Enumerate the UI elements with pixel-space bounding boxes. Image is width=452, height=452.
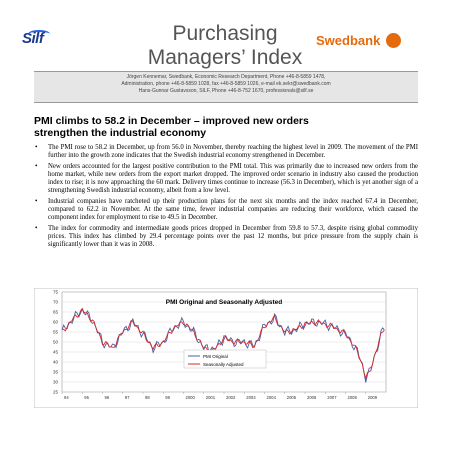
swedbank-logo-text: Swedbank: [316, 33, 381, 48]
x-tick-label: 2009: [368, 395, 378, 400]
y-tick-label: 75: [53, 290, 59, 295]
series-line-seasonally-adjusted: [61, 307, 385, 380]
y-tick-label: 35: [53, 370, 59, 375]
contact-line: Hans-Gunnar Gustavsson, SILF, Phone +46-…: [138, 88, 314, 94]
x-tick-label: 2000: [186, 395, 196, 400]
contact-line: Administration, phone +46-8-5859 1028, f…: [121, 81, 331, 87]
x-tick-label: 97: [125, 395, 130, 400]
x-tick-label: 96: [105, 395, 110, 400]
swedbank-logo: Swedbank: [316, 33, 402, 51]
bullet-icon: •: [35, 224, 38, 233]
x-tick-label: 94: [64, 395, 69, 400]
x-tick-label: 2004: [267, 395, 277, 400]
silf-swoosh-icon: [28, 30, 50, 38]
y-tick-label: 55: [53, 330, 59, 335]
y-tick-label: 60: [53, 320, 59, 325]
silf-logo-text: Silf: [22, 30, 44, 47]
chart-title: PMI Original and Seasonally Adjusted: [166, 299, 282, 306]
contact-line: Jörgen Kennemar, Swedbank, Economic Rese…: [126, 74, 326, 80]
page-title-line-1: Purchasing: [172, 22, 278, 45]
bullet-text: New orders accounted for the largest pos…: [48, 163, 418, 194]
page-title-line-2: Managers’ Index: [147, 46, 303, 69]
x-tick-label: 2002: [226, 395, 236, 400]
legend-label: PMI Original: [203, 354, 228, 359]
x-tick-label: 95: [84, 395, 89, 400]
pmi-chart-svg: 25 30 35 40 45 50 55 60 65 70 75 94 95 96 97 98 99 2000 20…: [34, 288, 418, 408]
y-tick-label: 40: [53, 360, 59, 365]
x-tick-label: 2007: [327, 395, 337, 400]
bullet-item: • The PMI rose to 58.2 in December, up f…: [34, 143, 418, 159]
headline-line-1: PMI climbs to 58.2 in December – improve…: [34, 115, 309, 127]
x-tick-label: 2008: [348, 395, 358, 400]
x-tick-label: 2006: [307, 395, 317, 400]
bullet-icon: •: [35, 143, 38, 151]
x-tick-label: 2005: [287, 395, 297, 400]
headline: PMI climbs to 58.2 in December – improve…: [34, 115, 418, 139]
x-tick-label: 2003: [246, 395, 256, 400]
series-line-original: [61, 307, 385, 383]
x-tick-label: 2001: [206, 395, 216, 400]
silf-logo: Silf: [22, 30, 70, 52]
bullet-text: Industrial companies have ratcheted up t…: [48, 198, 418, 221]
bullet-icon: •: [35, 162, 38, 171]
y-tick-label: 65: [53, 310, 59, 315]
bullet-item: • New orders accounted for the largest p…: [34, 163, 418, 194]
y-tick-label: 50: [53, 340, 59, 345]
legend-label: Seasonally Adjusted: [203, 362, 244, 367]
y-tick-label: 25: [53, 390, 59, 395]
bullet-item: • The index for commodity and intermedia…: [34, 225, 418, 248]
y-tick-label: 70: [53, 300, 59, 305]
legend-box: [183, 349, 267, 369]
bullet-list: • The PMI rose to 58.2 in December, up f…: [34, 143, 418, 252]
page-title: Purchasing Managers’ Index: [120, 22, 330, 70]
headline-line-2: strengthen the industrial economy: [34, 127, 207, 139]
bullet-icon: •: [35, 197, 38, 206]
y-tick-label: 30: [53, 380, 59, 385]
y-tick-label: 45: [53, 350, 59, 355]
x-tick-label: 98: [145, 395, 150, 400]
x-tick-label: 99: [165, 395, 170, 400]
oak-icon: [386, 33, 401, 48]
bullet-item: • Industrial companies have ratcheted up…: [34, 198, 418, 221]
bullet-text: The index for commodity and intermediate…: [48, 225, 418, 248]
contact-box: Jörgen Kennemar, Swedbank, Economic Rese…: [34, 71, 418, 103]
bullet-text: The PMI rose to 58.2 in December, up fro…: [48, 144, 418, 159]
pmi-chart: 25 30 35 40 45 50 55 60 65 70 75 94 95 96 97 98 99 2000 20…: [34, 288, 418, 408]
